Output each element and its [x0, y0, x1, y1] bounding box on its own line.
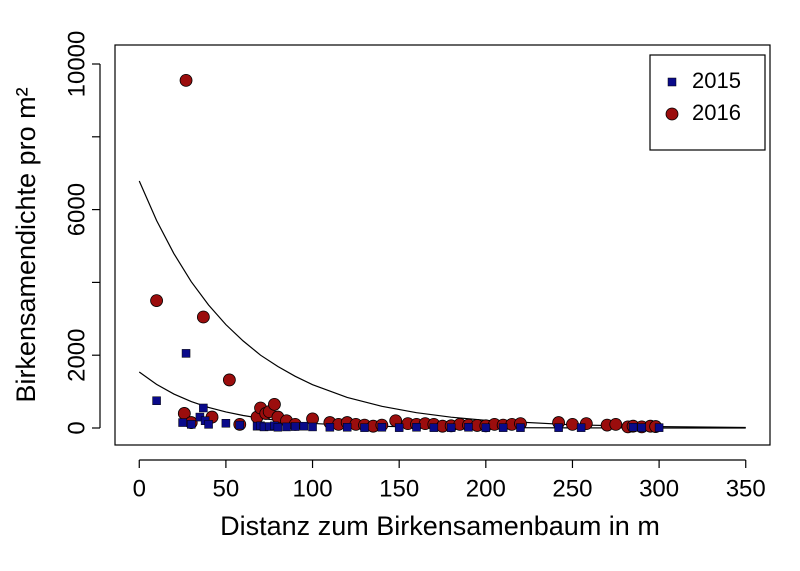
y-tick-label: 6000 — [63, 183, 90, 236]
point — [481, 423, 491, 432]
x-tick-label: 0 — [133, 475, 146, 502]
x-tick-label: 200 — [466, 475, 506, 502]
fit-line — [138, 180, 746, 429]
legend-marker — [667, 77, 677, 87]
point — [150, 294, 163, 308]
point — [566, 417, 579, 431]
point — [464, 423, 473, 432]
point — [299, 421, 309, 431]
x-tick-label: 250 — [552, 475, 592, 502]
point — [268, 397, 281, 411]
point — [186, 420, 196, 429]
point — [516, 423, 525, 432]
point — [282, 422, 291, 432]
point — [325, 423, 335, 432]
point — [273, 423, 283, 432]
point — [199, 403, 208, 413]
legend-marker — [665, 107, 679, 121]
x-axis-title: Distanz zum Birkensamenbaum in m — [220, 511, 660, 541]
point — [554, 423, 563, 432]
plot-frame — [114, 44, 771, 446]
point — [181, 349, 191, 358]
y-tick-label: 2000 — [63, 329, 90, 382]
point — [609, 417, 623, 431]
x-tick-label: 50 — [213, 475, 240, 502]
legend-box — [649, 54, 766, 151]
point — [290, 422, 300, 431]
point — [179, 73, 193, 87]
point — [342, 423, 352, 432]
y-axis-title: Birkensamendichte pro m² — [11, 87, 41, 402]
point — [498, 423, 508, 432]
y-tick-label: 0 — [63, 421, 90, 434]
x-tick-label: 300 — [639, 475, 679, 502]
point — [628, 423, 638, 432]
point — [196, 310, 210, 324]
point — [235, 420, 245, 430]
legend-label: 2015 — [692, 68, 741, 93]
point — [178, 418, 187, 427]
point — [377, 423, 387, 432]
point — [637, 423, 647, 432]
point — [394, 423, 404, 432]
point — [222, 373, 236, 387]
point — [576, 423, 586, 432]
legend-label: 2016 — [692, 100, 741, 125]
point — [152, 396, 161, 405]
point — [412, 423, 421, 432]
point — [360, 423, 369, 432]
x-tick-label: 150 — [379, 475, 419, 502]
point — [308, 422, 317, 432]
x-tick-label: 350 — [726, 475, 766, 502]
y-tick-label: 10000 — [63, 31, 90, 98]
point — [446, 423, 456, 432]
point — [204, 420, 213, 429]
x-tick-label: 100 — [293, 475, 333, 502]
point — [654, 423, 664, 432]
point — [429, 423, 439, 432]
point — [221, 419, 231, 428]
